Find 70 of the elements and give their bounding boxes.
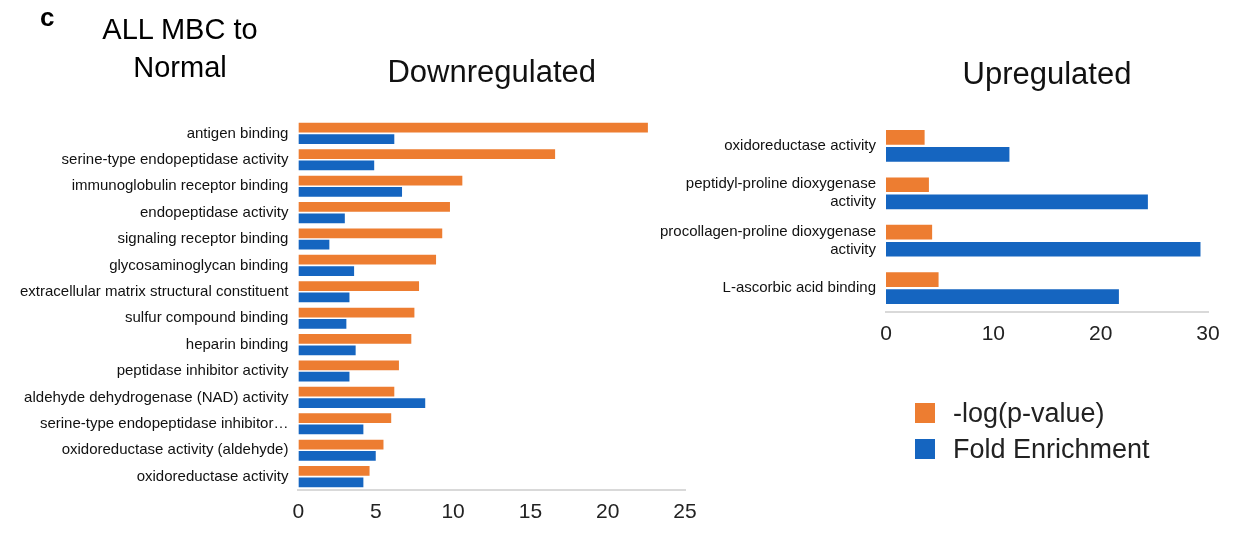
y-tick-label: glycosaminoglycan binding: [109, 255, 289, 273]
x-tick-label: 20: [596, 499, 620, 523]
x-tick-label: 15: [518, 499, 543, 523]
bar: [298, 319, 347, 329]
bar: [298, 371, 350, 382]
y-tick-label: serine-type endopeptidase activity: [61, 149, 289, 167]
bar: [298, 307, 415, 318]
x-tick-label: 20: [1088, 321, 1113, 345]
bar: [885, 130, 925, 145]
bar: [298, 187, 403, 197]
x-tick-label: 10: [441, 499, 465, 523]
x-tick-label: 25: [673, 499, 697, 523]
y-tick-label: immunoglobulin receptor binding: [71, 176, 289, 194]
y-tick-label: oxidoreductase activity: [136, 466, 289, 484]
y-tick-label: sulfur compound binding: [124, 308, 289, 326]
bar: [298, 134, 395, 144]
bar: [298, 213, 345, 224]
bar: [298, 202, 450, 212]
y-tick-label: oxidoreductase activity: [724, 136, 877, 154]
x-tick-label: 10: [981, 321, 1005, 345]
bar: [885, 272, 939, 287]
bar: [298, 160, 375, 171]
text: c: [40, 2, 55, 33]
bar: [298, 439, 384, 450]
bar: [298, 281, 420, 292]
bar: [298, 266, 355, 276]
bar: [885, 177, 929, 193]
bar: [298, 360, 399, 371]
y-tick-label: signaling receptor binding: [117, 229, 289, 247]
y-tick-label: oxidoreductase activity (aldehyde): [61, 440, 289, 458]
bar: [885, 147, 1010, 162]
bar: [298, 466, 370, 476]
bar: [298, 175, 463, 186]
text: ALL MBC to Normal: [101, 12, 259, 85]
bar: [298, 122, 648, 133]
bar: [298, 254, 437, 265]
bar: [298, 228, 443, 239]
x-tick-label: 30: [1196, 321, 1220, 345]
bar: [298, 345, 356, 356]
y-tick-label: L-ascorbic acid binding: [722, 278, 876, 296]
y-tick-label: heparin binding: [185, 334, 289, 352]
bar: [298, 292, 350, 303]
legend-label: Fold Enrichment: [953, 433, 1150, 465]
bar: [298, 413, 392, 424]
bar: [885, 241, 1201, 257]
chart-title: Upregulated: [962, 56, 1132, 92]
y-tick-label: serine-type endopeptidase inhibitor…: [39, 413, 289, 431]
bar: [885, 224, 933, 240]
legend-label: -log(p-value): [953, 397, 1105, 429]
bar: [298, 386, 395, 397]
bar: [298, 334, 412, 344]
y-tick-label: antigen binding: [186, 123, 289, 141]
bar: [885, 289, 1119, 304]
bar: [298, 451, 376, 461]
x-tick-label: 5: [369, 499, 382, 523]
y-tick-label: endopeptidase activity: [140, 202, 289, 220]
x-tick-label: 0: [880, 321, 892, 345]
y-tick-label: procollagen-proline dioxygenase activity: [659, 221, 877, 257]
bar: [298, 477, 364, 488]
y-tick-label: aldehyde dehydrogenase (NAD) activity: [24, 387, 289, 405]
y-tick-label: peptidyl-proline dioxygenase activity: [685, 174, 877, 210]
chart-title: Downregulated: [387, 54, 596, 90]
y-tick-label: peptidase inhibitor activity: [116, 361, 289, 379]
y-tick-label: extracellular matrix structural constituent: [20, 281, 290, 299]
x-tick-label: 0: [292, 499, 305, 523]
bar: [298, 424, 364, 435]
bar: [298, 239, 330, 250]
bar: [298, 149, 556, 160]
bar: [298, 398, 426, 408]
bar: [885, 194, 1148, 210]
